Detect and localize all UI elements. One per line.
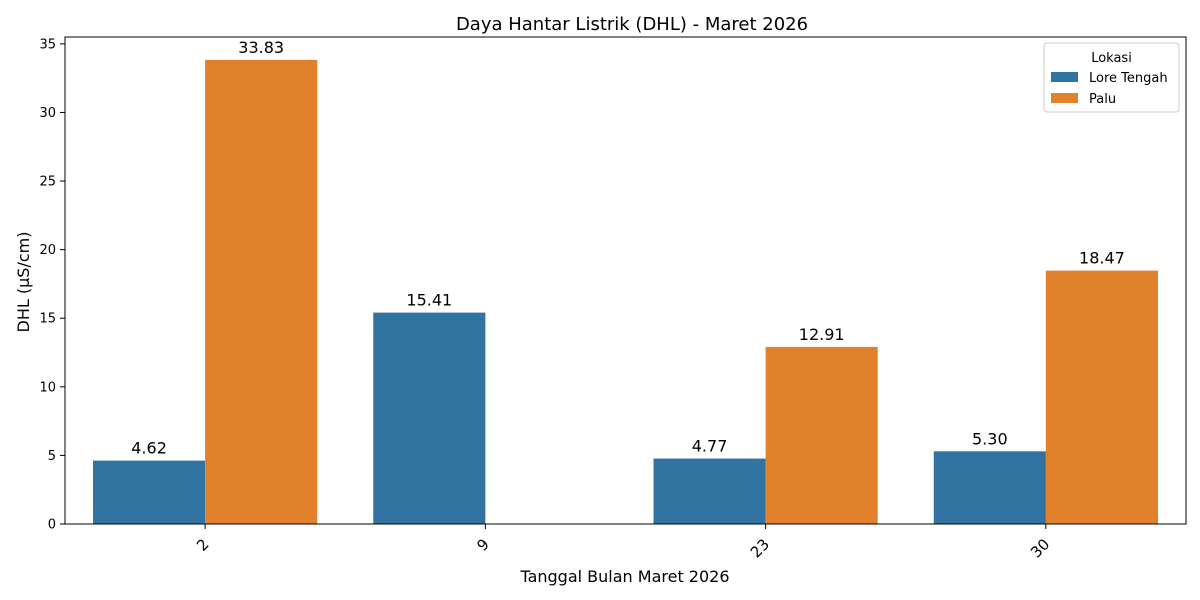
legend-title: Lokasi — [1091, 51, 1132, 66]
bar-lore-tengah-30 — [933, 451, 1046, 524]
y-tick-label: 25 — [39, 175, 56, 190]
y-tick-label: 0 — [48, 518, 56, 533]
y-tick-label: 15 — [39, 312, 56, 327]
data-label: 18.47 — [1079, 249, 1125, 268]
x-tick-label: 23 — [747, 535, 773, 561]
y-tick-label: 35 — [39, 37, 56, 52]
data-label: 15.41 — [406, 291, 452, 310]
bar-palu-2 — [205, 59, 318, 524]
data-label: 33.83 — [238, 38, 284, 57]
plot-frame — [64, 36, 1187, 525]
y-tick-label: 5 — [48, 449, 56, 464]
y-tick-label: 30 — [39, 106, 56, 121]
y-axis-label: DHL (µS/cm) — [14, 232, 33, 333]
legend-swatch-palu — [1051, 93, 1078, 103]
y-tick-label: 10 — [39, 380, 56, 395]
x-axis-label: Tanggal Bulan Maret 2026 — [519, 567, 729, 586]
x-tick-label: 30 — [1027, 535, 1053, 561]
x-tick-label: 9 — [473, 535, 492, 554]
bar-palu-23 — [765, 346, 878, 524]
y-tick-label: 20 — [39, 243, 56, 258]
chart-title: Daya Hantar Listrik (DHL) - Maret 2026 — [456, 14, 808, 35]
bar-palu-30 — [1045, 270, 1158, 524]
bar-lore-tengah-23 — [653, 458, 766, 524]
data-label: 5.30 — [972, 429, 1008, 448]
legend-swatch-lore-tengah — [1051, 72, 1078, 82]
legend-label-lore-tengah: Lore Tengah — [1089, 71, 1168, 86]
data-label: 4.77 — [692, 437, 728, 456]
legend-label-palu: Palu — [1089, 92, 1116, 107]
legend: Lokasi Lore Tengah Palu — [1043, 42, 1180, 113]
data-label: 4.62 — [131, 439, 167, 458]
data-label: 12.91 — [799, 325, 845, 344]
x-tick-label: 2 — [193, 535, 212, 554]
bar-lore-tengah-2 — [93, 460, 206, 524]
bar-lore-tengah-9 — [373, 312, 486, 524]
plot-area: 4.62 33.83 15.41 4.77 12.91 5.30 18.47 0 5 10 15 20… — [39, 36, 1187, 561]
